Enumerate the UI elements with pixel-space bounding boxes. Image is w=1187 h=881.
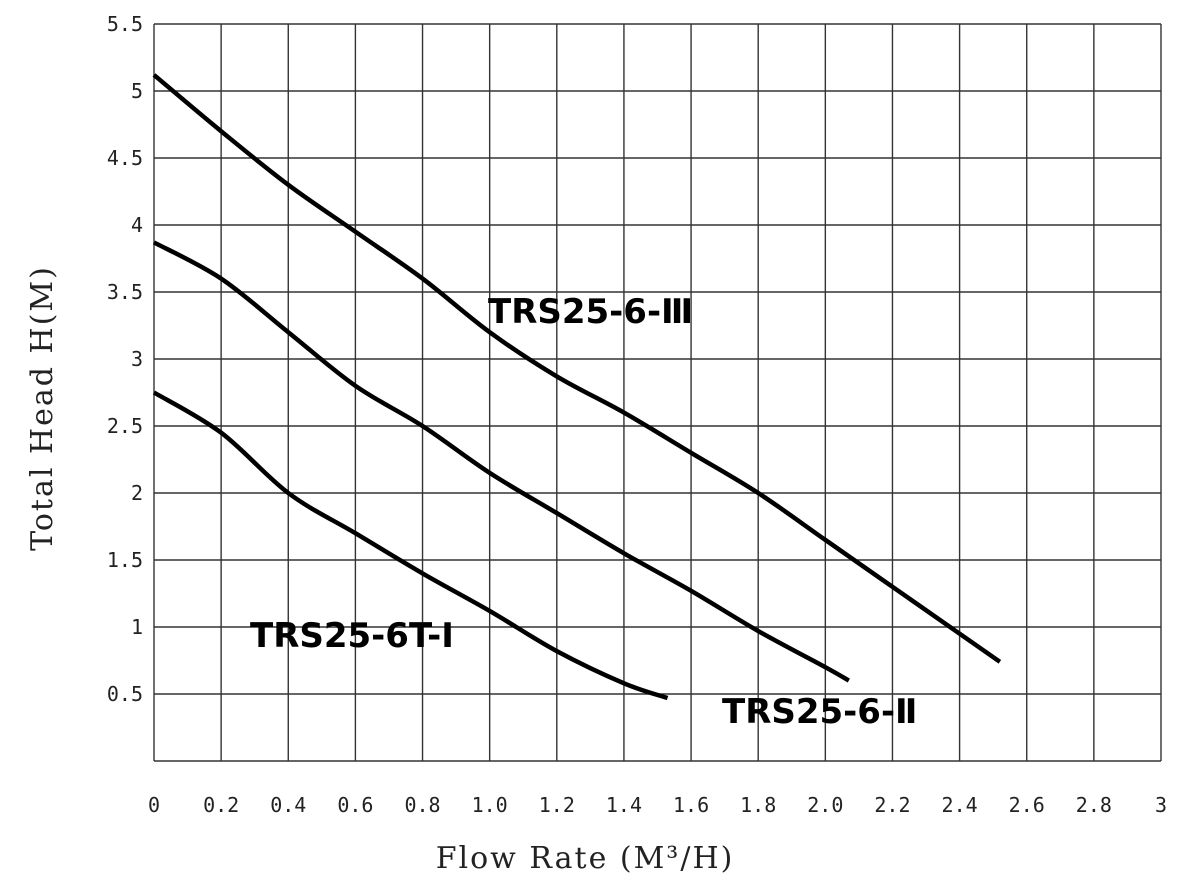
x-tick-label: 2.0 — [807, 793, 843, 817]
x-tick-label: 2.2 — [874, 793, 910, 817]
series-line — [152, 73, 1002, 664]
x-tick-label: 1.8 — [740, 793, 776, 817]
x-tick-label: 1.6 — [673, 793, 709, 817]
series-line — [152, 240, 850, 683]
series-label: TRS25-6-Ⅲ — [488, 292, 693, 332]
series-label: TRS25-6T-Ⅰ — [250, 616, 454, 656]
y-tick-label: 3 — [131, 347, 143, 371]
y-tick-label: 5 — [131, 79, 143, 103]
x-tick-label: 2.4 — [942, 793, 978, 817]
y-tick-label: 1 — [131, 615, 143, 639]
x-tick-label: 0 — [148, 793, 160, 817]
x-tick-label: 2.8 — [1076, 793, 1112, 817]
series-label: TRS25-6-Ⅱ — [722, 692, 917, 732]
x-tick-label: 0.2 — [203, 793, 239, 817]
x-tick-labels: 0 0.2 0.4 0.6 0.8 1.0 1.2 1.4 1.6 1.8 2.0 2.2 2.4 2.6… — [148, 793, 1167, 817]
x-tick-label: 0.8 — [404, 793, 440, 817]
y-tick-label: 1.5 — [107, 548, 143, 572]
x-tick-label: 3 — [1155, 793, 1167, 817]
x-tick-label: 1.2 — [539, 793, 575, 817]
x-tick-label: 0.6 — [337, 793, 373, 817]
y-tick-label: 0.5 — [107, 682, 143, 706]
series-line — [152, 390, 669, 701]
x-axis-title: Flow Rate (M³/H) — [436, 841, 735, 876]
series-lines — [152, 73, 1002, 701]
x-tick-label: 1.0 — [472, 793, 508, 817]
y-tick-labels: 0.5 1 1.5 2 2.5 3 3.5 4 4.5 5 5.5 — [107, 12, 143, 706]
y-tick-label: 2 — [131, 481, 143, 505]
y-axis-title: Total Head H(M) — [25, 265, 60, 551]
y-tick-label: 4.5 — [107, 146, 143, 170]
y-tick-label: 4 — [131, 213, 143, 237]
y-tick-label: 3.5 — [107, 280, 143, 304]
y-tick-label: 2.5 — [107, 414, 143, 438]
x-tick-label: 0.4 — [270, 793, 306, 817]
x-tick-label: 2.6 — [1009, 793, 1045, 817]
series-labels: TRS25-6-Ⅲ TRS25-6-Ⅱ TRS25-6T-Ⅰ — [250, 292, 917, 732]
y-tick-label: 5.5 — [107, 12, 143, 36]
x-tick-label: 1.4 — [606, 793, 642, 817]
